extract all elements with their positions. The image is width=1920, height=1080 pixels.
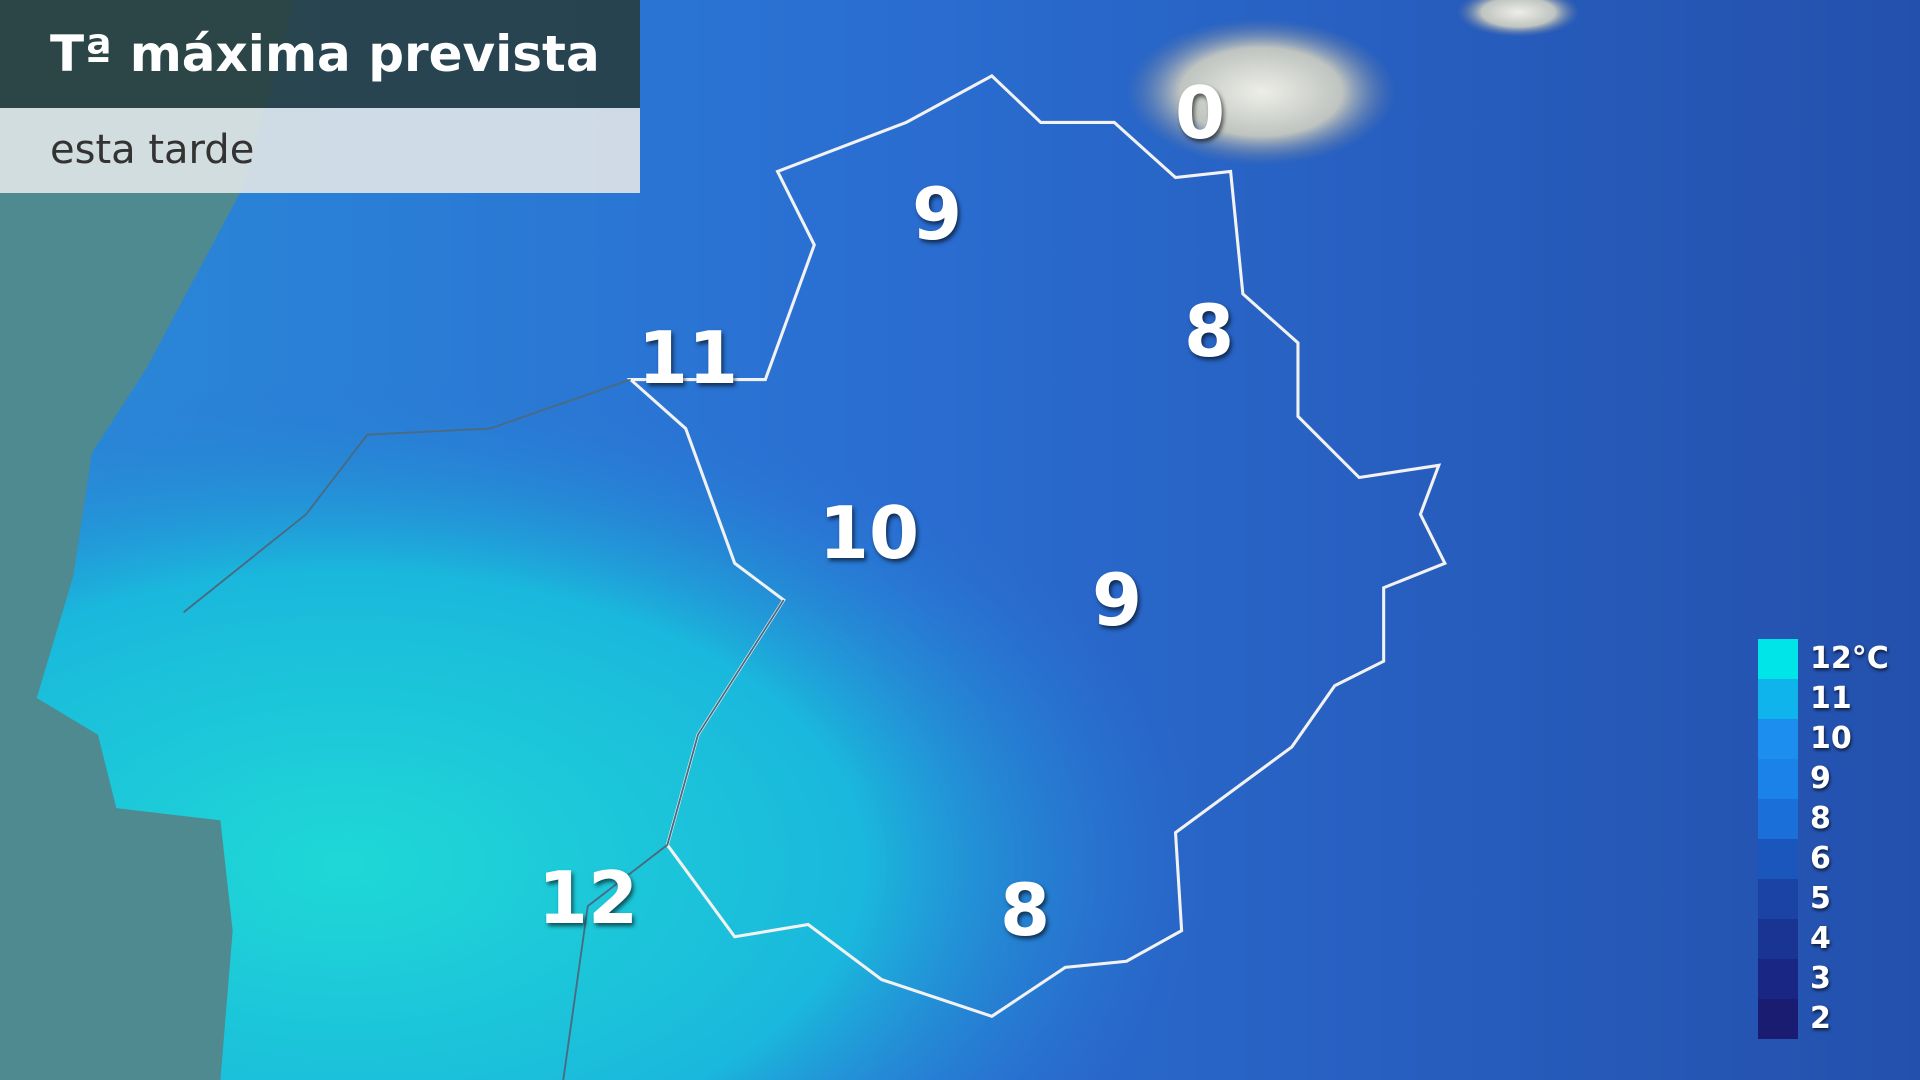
temp-label: 0 xyxy=(1174,71,1226,155)
legend-label: 2 xyxy=(1810,1001,1831,1036)
temp-label: 8 xyxy=(999,868,1051,952)
temp-label: 8 xyxy=(1183,289,1235,373)
legend-label: 9 xyxy=(1810,761,1831,796)
legend-label: 5 xyxy=(1810,881,1831,916)
legend-swatch: 6 xyxy=(1758,839,1831,879)
temp-label: 10 xyxy=(818,491,920,575)
legend-swatch: 12°C xyxy=(1758,639,1889,679)
legend-swatch: 5 xyxy=(1758,879,1831,919)
legend-label: 3 xyxy=(1810,961,1831,996)
legend-label: 4 xyxy=(1810,921,1831,956)
snow-area xyxy=(1126,18,1396,166)
snow-area xyxy=(1457,0,1580,37)
legend-swatch: 3 xyxy=(1758,959,1831,999)
legend-swatch: 4 xyxy=(1758,919,1831,959)
map-title: Tª máxima prevista xyxy=(0,0,640,108)
boundary-line xyxy=(562,599,785,1080)
region-border xyxy=(626,74,1448,1019)
legend-label: 12°C xyxy=(1810,641,1889,676)
legend-swatch: 11 xyxy=(1758,679,1852,719)
legend-swatch: 9 xyxy=(1758,759,1831,799)
temp-label: 9 xyxy=(1091,558,1143,642)
temp-label: 9 xyxy=(911,172,963,256)
boundary-line xyxy=(183,378,631,613)
legend-swatch: 8 xyxy=(1758,799,1831,839)
legend-swatch: 2 xyxy=(1758,999,1831,1039)
map-subtitle: esta tarde xyxy=(0,108,640,193)
title-box: Tª máxima prevista esta tarde xyxy=(0,0,640,193)
temp-label: 11 xyxy=(637,316,739,400)
legend-swatch: 10 xyxy=(1758,719,1852,759)
color-legend: 12°C 11 10 9 8 6 5 4 3 2 xyxy=(1758,639,1889,1039)
sea xyxy=(0,0,294,1080)
legend-label: 6 xyxy=(1810,841,1831,876)
legend-label: 11 xyxy=(1810,681,1852,716)
legend-label: 8 xyxy=(1810,801,1831,836)
temp-label: 12 xyxy=(537,856,639,940)
legend-label: 10 xyxy=(1810,721,1852,756)
